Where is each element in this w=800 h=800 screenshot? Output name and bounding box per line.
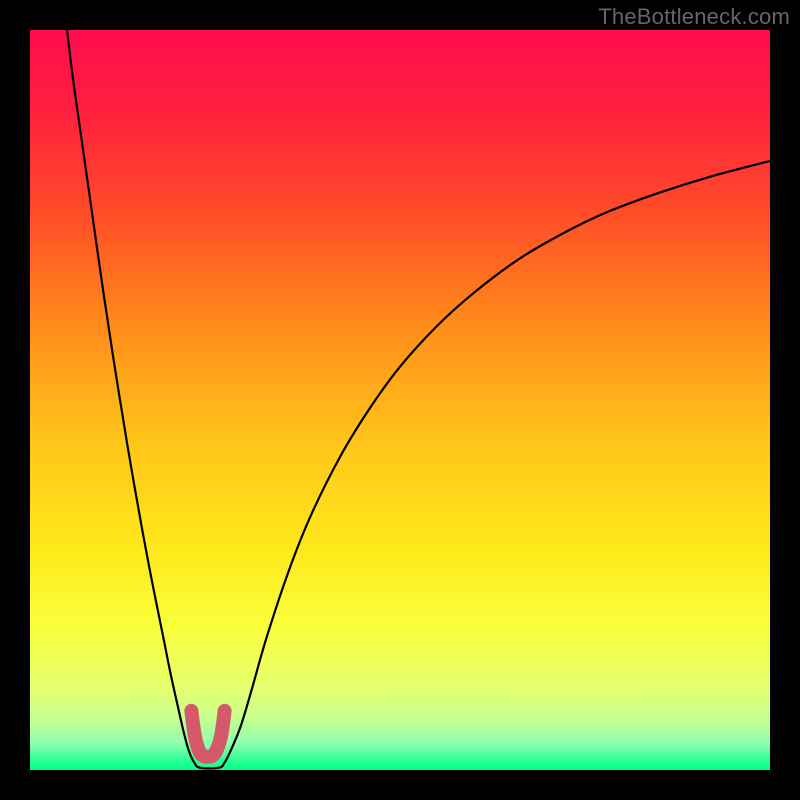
- bottleneck-curve-chart: [0, 0, 800, 800]
- watermark-text: TheBottleneck.com: [598, 4, 790, 30]
- chart-container: TheBottleneck.com: [0, 0, 800, 800]
- plot-background: [30, 30, 770, 770]
